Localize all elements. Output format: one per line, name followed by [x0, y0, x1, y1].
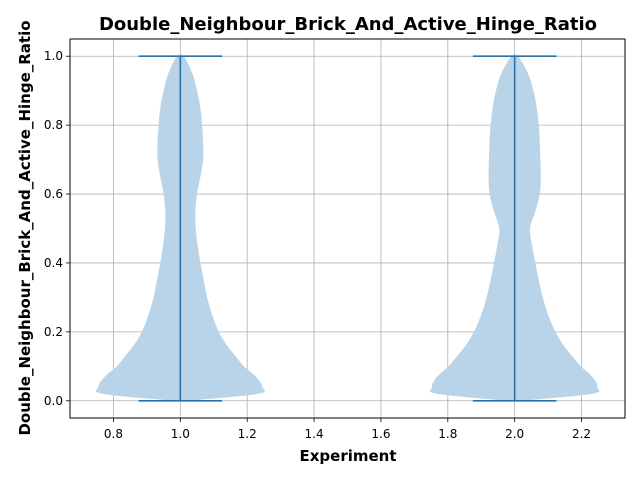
y-ticks: 0.0 0.2 0.4 0.6 0.8 1.0	[44, 49, 70, 408]
x-tick-label: 1.0	[171, 427, 190, 441]
y-axis-label: Double_Neighbour_Brick_And_Active_Hinge_…	[16, 20, 34, 435]
x-axis-label: Experiment	[299, 447, 396, 465]
y-tick-label: 0.6	[44, 187, 63, 201]
x-tick-label: 0.8	[104, 427, 123, 441]
y-tick-label: 0.2	[44, 325, 63, 339]
y-tick-label: 0.0	[44, 394, 63, 408]
plot-frame	[69, 38, 626, 419]
x-tick-label: 1.2	[238, 427, 257, 441]
x-tick-label: 2.2	[572, 427, 591, 441]
x-ticks: 0.8 1.0 1.2 1.4 1.6 1.8 2.0 2.2	[104, 418, 591, 441]
x-tick-label: 1.4	[305, 427, 324, 441]
y-tick-label: 1.0	[44, 49, 63, 63]
x-tick-label: 1.6	[371, 427, 390, 441]
violins	[95, 54, 600, 402]
x-tick-label: 1.8	[438, 427, 457, 441]
chart-title: Double_Neighbour_Brick_And_Active_Hinge_…	[99, 14, 597, 35]
y-tick-label: 0.8	[44, 118, 63, 132]
x-tick-label: 2.0	[505, 427, 524, 441]
y-tick-label: 0.4	[44, 256, 63, 270]
